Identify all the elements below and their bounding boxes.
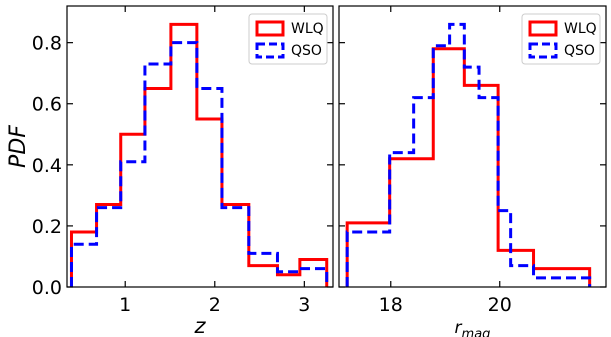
series-qso-steps — [69, 41, 329, 287]
y-tick-label: 0.4 — [32, 155, 62, 177]
legend-box — [521, 13, 601, 65]
x-tick-label: 20 — [488, 294, 512, 316]
y-tick-label: 0.2 — [32, 216, 62, 238]
legend-label-wlq: WLQ — [564, 21, 597, 37]
plot-frame — [66, 5, 334, 288]
x-tick-label: 18 — [379, 294, 403, 316]
legend-box — [248, 13, 328, 65]
y-tick-label: 0.0 — [32, 277, 62, 299]
legend-swatch-wlq — [528, 20, 558, 37]
x-tick-label: 3 — [298, 294, 310, 316]
legend-label-wlq: WLQ — [291, 21, 324, 37]
y-axis-label: PDF — [6, 125, 31, 168]
x-tick-label: 1 — [119, 294, 131, 316]
legend-label-qso: QSO — [291, 43, 322, 59]
x-axis-label: rmag — [455, 318, 491, 337]
x-axis-label: z — [193, 314, 206, 337]
x-tick-label: 2 — [209, 294, 221, 316]
plot-frame — [338, 5, 607, 288]
series-qso-steps — [345, 22, 592, 287]
legend-swatch-wlq — [255, 20, 285, 37]
y-tick-label: 0.6 — [32, 94, 62, 116]
legend-label-qso: QSO — [564, 43, 595, 59]
series-wlq-steps — [345, 47, 592, 287]
legend-swatch-qso — [255, 42, 285, 59]
panel-1: 0.0 0.2 0.4 0.6 0.8 1 2 3 z PDF WLQ QSO — [6, 5, 334, 337]
y-tick-label: 0.8 — [32, 33, 62, 55]
panel-2: 18 20 rmag WLQ QSO — [338, 5, 607, 337]
legend-swatch-qso — [528, 42, 558, 59]
